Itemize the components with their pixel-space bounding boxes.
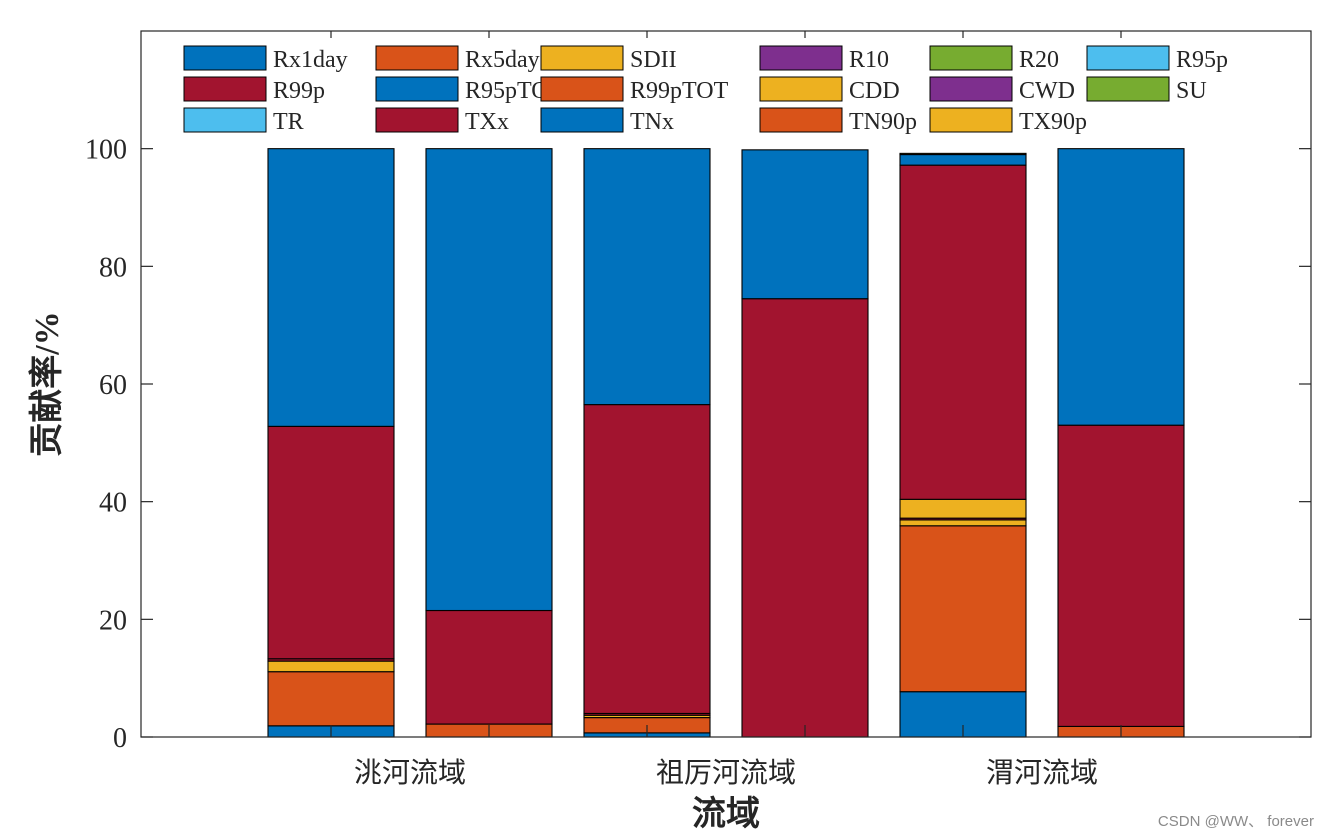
bar-segment-txx-3 xyxy=(583,404,711,715)
legend-swatch-rx5day xyxy=(375,45,459,71)
y-tick-label-0: 0 xyxy=(113,723,127,754)
y-tick-label-40: 40 xyxy=(99,488,127,519)
x-axis-label: 流域 xyxy=(692,795,760,833)
bar-segment-txx-6 xyxy=(1057,424,1185,727)
bar-segment-sdii-5 xyxy=(899,519,1027,527)
legend-label-r95p: R95p xyxy=(1176,47,1228,73)
legend-swatch-r10 xyxy=(759,45,843,71)
x-tick-label-3: 祖厉河流域 xyxy=(656,757,796,789)
legend-swatch-tr xyxy=(183,107,267,133)
legend-label-su: SU xyxy=(1176,78,1207,104)
legend-label-tn90p: TN90p xyxy=(849,109,917,135)
legend-swatch-cdd xyxy=(759,76,843,102)
y-tick-label-60: 60 xyxy=(99,370,127,401)
legend-swatch-r99ptot xyxy=(540,76,624,102)
legend-label-rx5day: Rx5day xyxy=(465,47,540,73)
legend-swatch-su xyxy=(1086,76,1170,102)
bar-segment-txx-1 xyxy=(267,425,395,660)
y-tick-label-100: 100 xyxy=(85,135,127,166)
legend-label-r99ptot: R99pTOT xyxy=(630,78,729,104)
legend-label-tr: TR xyxy=(273,109,304,135)
legend-label-r10: R10 xyxy=(849,47,889,73)
legend-swatch-r95p xyxy=(1086,45,1170,71)
y-tick-label-80: 80 xyxy=(99,252,127,283)
legend-swatch-r20 xyxy=(929,45,1013,71)
bar-segment-tx90p-5 xyxy=(899,152,1027,156)
bars-layer xyxy=(267,148,1185,738)
legend-label-cwd: CWD xyxy=(1019,78,1075,104)
legend-swatch-tnx xyxy=(540,107,624,133)
bar-segment-tnx-1 xyxy=(267,148,395,427)
bar-segment-tnx-4 xyxy=(741,149,869,300)
bar-segment-txx-5 xyxy=(899,164,1027,500)
bar-segment-txx-2 xyxy=(425,609,553,725)
legend-label-tx90p: TX90p xyxy=(1019,109,1087,135)
bar-segment-tnx-3 xyxy=(583,148,711,406)
bar-segment-txx-4 xyxy=(741,298,869,738)
legend-label-txx: TXx xyxy=(465,109,509,135)
legend-label-sdii: SDII xyxy=(630,47,677,73)
legend-label-r99p: R99p xyxy=(273,78,325,104)
bar-segment-tnx-2 xyxy=(425,148,553,612)
legend-label-r20: R20 xyxy=(1019,47,1059,73)
bar-segment-cdd-5 xyxy=(899,498,1027,519)
legend-swatch-r95ptot xyxy=(375,76,459,102)
bar-segment-tnx-6 xyxy=(1057,148,1185,426)
legend-swatch-txx xyxy=(375,107,459,133)
bar-segment-rx5day-5 xyxy=(899,525,1027,693)
legend-swatch-r99p xyxy=(183,76,267,102)
watermark: CSDN @WW、 forever xyxy=(1157,813,1314,830)
legend-background xyxy=(164,38,1261,142)
legend-swatch-cwd xyxy=(929,76,1013,102)
legend-swatch-tx90p xyxy=(929,107,1013,133)
y-axis-label: 贡献率/% xyxy=(28,311,66,456)
x-axis: 洮河流域 祖厉河流域 渭河流域 xyxy=(330,31,1122,789)
bar-segment-tnx-5 xyxy=(899,154,1027,166)
bar-segment-rx5day-1 xyxy=(267,671,395,727)
x-tick-label-1: 洮河流域 xyxy=(354,757,466,789)
bar-segment-sdii-1 xyxy=(267,660,395,673)
x-tick-label-5: 渭河流域 xyxy=(986,757,1098,789)
legend-swatch-rx1day xyxy=(183,45,267,71)
legend-swatch-sdii xyxy=(540,45,624,71)
legend-label-rx1day: Rx1day xyxy=(273,47,348,73)
y-tick-label-20: 20 xyxy=(99,605,127,636)
y-axis: 0 20 40 60 80 100 xyxy=(85,135,1311,754)
legend-label-tnx: TNx xyxy=(630,109,674,135)
legend-swatch-tn90p xyxy=(759,107,843,133)
legend-label-cdd: CDD xyxy=(849,78,900,104)
